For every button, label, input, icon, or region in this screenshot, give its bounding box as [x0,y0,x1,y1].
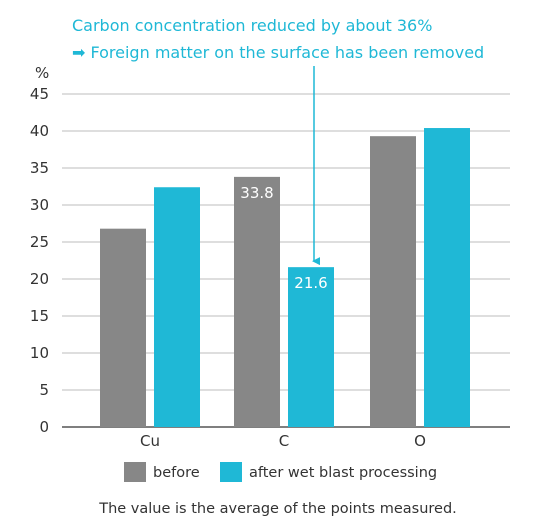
bar-before-cu [100,228,146,427]
legend-label-before: before [153,465,200,481]
bar-before-o [370,136,416,427]
legend-swatch-after [220,462,242,482]
legend-label-after: after wet blast processing [249,465,437,481]
bar-after-cu [154,187,200,427]
x-category-label: Cu [140,432,160,450]
legend: before after wet blast processing [124,462,437,482]
y-tick-label: 45 [30,85,49,103]
bar-before-c [234,176,280,427]
x-axis-categories: Cu C O [140,432,426,450]
bar-after-o [424,128,470,428]
y-tick-label: 20 [30,270,49,288]
y-axis-unit-label: % [35,64,49,82]
y-tick-label: 25 [30,233,49,251]
data-label: 21.6 [294,274,327,292]
annotation-line-2: ➡ Foreign matter on the surface has been… [72,43,484,62]
y-tick-label: 0 [39,418,49,436]
bars [100,128,470,428]
y-tick-label: 5 [39,381,49,399]
data-labels: 33.8 21.6 [240,184,327,292]
x-category-label: O [414,432,426,450]
annotation-line-1: Carbon concentration reduced by about 36… [72,16,432,35]
y-tick-label: 10 [30,344,49,362]
y-tick-label: 40 [30,122,49,140]
y-tick-label: 30 [30,196,49,214]
legend-swatch-before [124,462,146,482]
y-tick-label: 35 [30,159,49,177]
y-axis-ticks: 0 5 10 15 20 25 30 35 40 45 [30,85,49,436]
footnote: The value is the average of the points m… [98,501,457,517]
y-tick-label: 15 [30,307,49,325]
data-label: 33.8 [240,184,273,202]
bar-after-c [288,267,334,427]
x-category-label: C [279,432,289,450]
